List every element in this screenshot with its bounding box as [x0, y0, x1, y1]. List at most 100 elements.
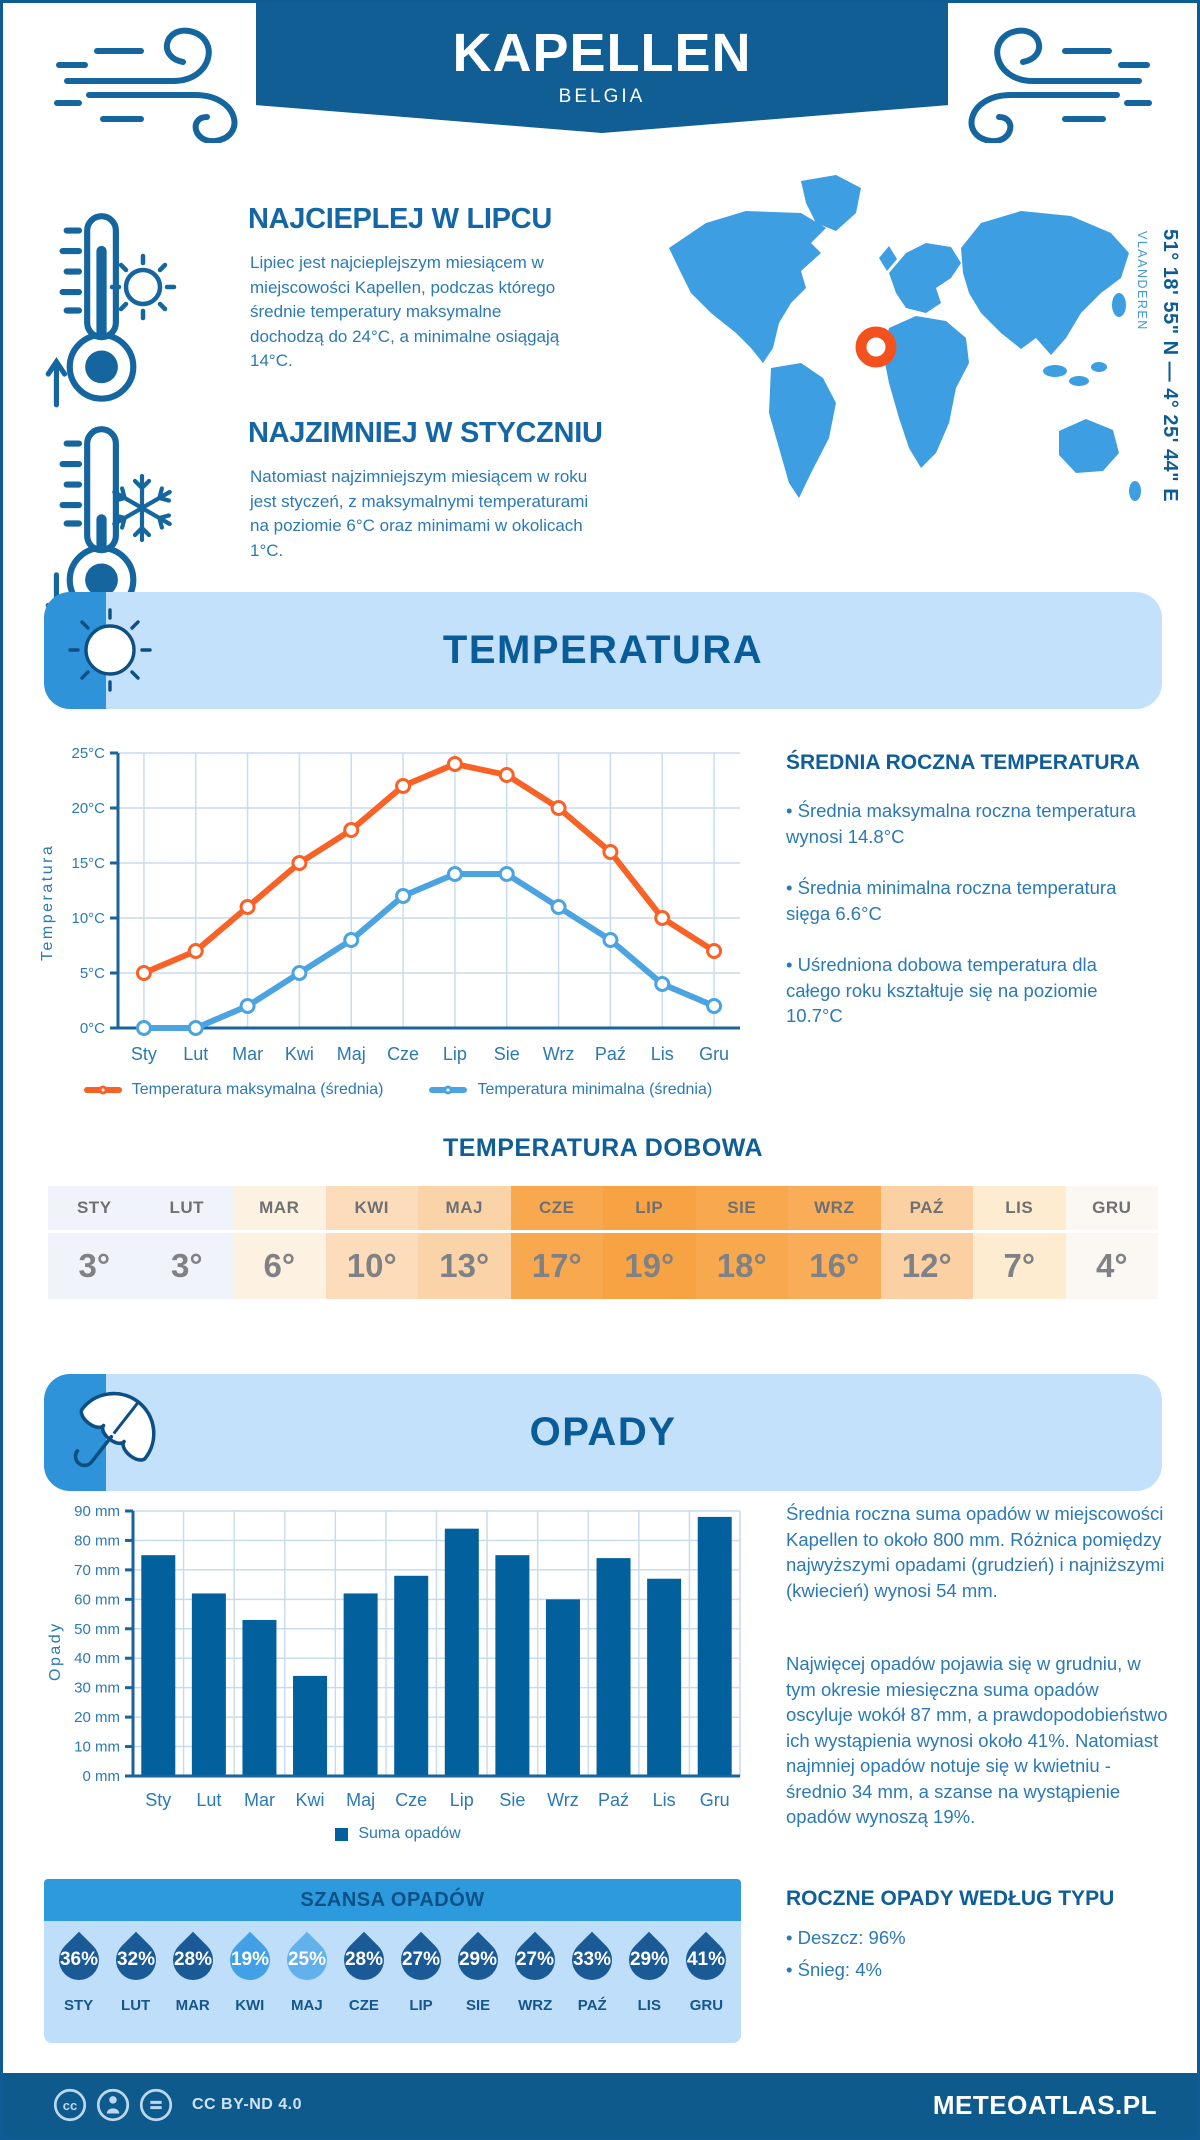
daily-temp-month: STY — [48, 1186, 141, 1230]
raindrop-wrap: 32% — [107, 1929, 164, 1991]
snowflake-icon — [103, 473, 181, 547]
raindrop-month: WRZ — [518, 1997, 553, 2014]
coldest-section-text: Natomiast najzimniejszym miesiącem w rok… — [250, 467, 589, 560]
daily-temp-column: CZE 17° — [510, 1186, 603, 1299]
daily-temp-month: CZE — [510, 1186, 603, 1230]
raindrop-month: LUT — [121, 1997, 151, 2014]
temperature-banner: TEMPERATURA — [44, 592, 1162, 709]
chance-column: 29% SIE — [449, 1921, 507, 2043]
svg-text:Sie: Sie — [499, 1790, 525, 1810]
raindrop-icon: 29% — [449, 1931, 507, 1989]
legend-square-marker — [335, 1827, 349, 1841]
raindrop-value: 27% — [516, 1949, 555, 1970]
precipitation-banner: OPADY — [44, 1374, 1162, 1491]
chance-column: 28% MAR — [164, 1921, 221, 2043]
raindrop-value: 29% — [630, 1949, 669, 1970]
chance-column: 28% CZE — [335, 1921, 393, 2043]
raindrop-value: 29% — [459, 1949, 498, 1970]
legend-item: Suma opadów — [335, 1825, 461, 1843]
precipitation-text-1: Średnia roczna suma opadów w miejscowośc… — [786, 1503, 1165, 1601]
coldest-section-title: NAJZIMNIEJ W STYCZNIU — [248, 417, 603, 449]
daily-temp-value: 10° — [325, 1233, 418, 1299]
annual-temperature-bullet: • Średnia minimalna roczna temperatura s… — [786, 877, 1117, 924]
raindrop-month: SIE — [465, 1997, 491, 2014]
daily-temp-column: MAR 6° — [233, 1186, 326, 1299]
svg-text:Paź: Paź — [598, 1790, 629, 1810]
site-label: METEOATLAS.PL — [932, 2089, 1157, 2120]
raindrop-month: MAR — [175, 1997, 210, 2014]
chance-column: 27% WRZ — [506, 1921, 564, 2043]
svg-text:Lut: Lut — [196, 1790, 221, 1810]
chance-column: 33% PAŹ — [563, 1921, 621, 2043]
svg-text:60 mm: 60 mm — [74, 1591, 120, 1608]
raindrop-wrap: 29% — [621, 1929, 678, 1991]
raindrop-wrap: 27% — [392, 1929, 450, 1991]
license-badges: cc CC BY-ND 4.0 — [53, 2088, 302, 2122]
raindrop-wrap: 28% — [164, 1929, 221, 1991]
legend-dot-marker — [98, 1085, 108, 1095]
precipitation-type-item: • Śnieg: 4% — [786, 1959, 882, 1980]
sun-icon — [109, 253, 177, 321]
svg-text:80 mm: 80 mm — [74, 1532, 120, 1549]
daily-temp-column: LUT 3° — [140, 1186, 233, 1299]
raindrop-month: KWI — [235, 1997, 265, 2014]
page-title: KAPELLEN — [452, 23, 752, 83]
raindrop-value: 28% — [344, 1949, 383, 1970]
svg-text:Wrz: Wrz — [547, 1790, 579, 1810]
raindrop-wrap: 28% — [335, 1929, 393, 1991]
daily-temp-month: MAR — [233, 1186, 326, 1230]
legend-label: Temperatura minimalna (średnia) — [477, 1081, 713, 1098]
svg-text:Paź: Paź — [595, 1044, 626, 1064]
daily-temp-column: KWI 10° — [325, 1186, 418, 1299]
svg-text:Lip: Lip — [443, 1044, 467, 1064]
daily-temp-value: 13° — [418, 1233, 511, 1299]
raindrop-wrap: 25% — [278, 1929, 336, 1991]
svg-text:Lis: Lis — [651, 1044, 674, 1064]
legend-item: Temperatura minimalna (średnia) — [429, 1081, 712, 1099]
daily-temp-value: 6° — [233, 1233, 326, 1299]
svg-text:Lut: Lut — [183, 1044, 208, 1064]
precipitation-text-2: Najwięcej opadów pojawia się w grudniu, … — [786, 1653, 1168, 1827]
daily-temp-month: LIP — [603, 1186, 696, 1230]
raindrop-icon: 32% — [107, 1931, 164, 1989]
legend-item: Temperatura maksymalna (średnia) — [83, 1081, 383, 1099]
chance-droplet-row: 36% STY 32% LUT 28% MAR 19% KWI 25% MAJ 28% CZE 27% L… — [44, 1921, 741, 2043]
svg-text:50 mm: 50 mm — [74, 1621, 120, 1638]
daily-temp-column: STY 3° — [48, 1186, 141, 1299]
precipitation-type-item: • Deszcz: 96% — [786, 1927, 906, 1948]
raindrop-icon: 41% — [678, 1931, 735, 1989]
daily-temp-month: MAJ — [418, 1186, 511, 1230]
region-label: VLAANDEREN — [1135, 231, 1149, 331]
daily-temp-column: SIE 18° — [695, 1186, 788, 1299]
svg-text:Sty: Sty — [131, 1044, 157, 1064]
svg-text:40 mm: 40 mm — [74, 1650, 120, 1667]
footer: cc CC BY-ND 4.0 METEOATLAS.PL — [3, 2073, 1197, 2137]
wind-icon — [968, 27, 1152, 143]
raindrop-value: 33% — [573, 1949, 612, 1970]
raindrop-month: LIP — [409, 1997, 433, 2014]
raindrop-icon: 33% — [563, 1931, 621, 1989]
world-map — [669, 175, 1141, 501]
svg-text:cc: cc — [63, 2098, 77, 2113]
daily-temp-column: GRU 4° — [1065, 1186, 1158, 1299]
precipitation-type-heading: ROCZNE OPADY WEDŁUG TYPU — [786, 1887, 1115, 1910]
raindrop-icon: 28% — [335, 1931, 393, 1989]
location-marker — [855, 326, 897, 368]
chance-of-precipitation-section: SZANSA OPADÓW 36% STY 32% LUT 28% MAR 19% KWI 25… — [44, 1879, 741, 2043]
annual-temperature-heading: ŚREDNIA ROCZNA TEMPERATURA — [786, 751, 1140, 774]
raindrop-wrap: 41% — [678, 1929, 735, 1991]
svg-text:Cze: Cze — [387, 1044, 419, 1064]
svg-text:0°C: 0°C — [80, 1020, 105, 1037]
daily-temp-value: 3° — [48, 1233, 141, 1299]
cc-nd-icon — [139, 2088, 173, 2122]
raindrop-value: 36% — [59, 1949, 98, 1970]
annual-temperature-bullet: • Uśredniona dobowa temperatura dla całe… — [786, 954, 1098, 1026]
svg-text:Cze: Cze — [395, 1790, 427, 1810]
raindrop-wrap: 33% — [563, 1929, 621, 1991]
cc-icon: cc — [53, 2088, 87, 2122]
raindrop-month: STY — [63, 1997, 94, 2014]
svg-text:Kwi: Kwi — [296, 1790, 325, 1810]
daily-temperature-table: STY 3° LUT 3° MAR 6° KWI 10° MAJ 13° CZE 17° LIP 19° S… — [48, 1186, 1158, 1299]
raindrop-icon: 29% — [621, 1931, 678, 1989]
annual-temperature-bullet: • Średnia maksymalna roczna temperatura … — [786, 800, 1136, 847]
